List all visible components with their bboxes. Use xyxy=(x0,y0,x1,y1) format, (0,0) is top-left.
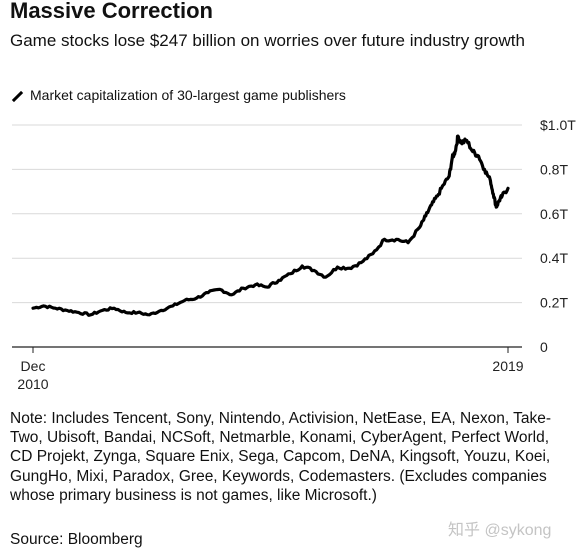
market-cap-series-line xyxy=(31,134,510,317)
legend-line-icon xyxy=(11,90,24,102)
legend: Market capitalization of 30-largest game… xyxy=(10,86,346,104)
x-tick-label: 2010 xyxy=(17,376,48,392)
line-chart: $1.0T 0.8T 0.6T 0.4T 0.2T 0 Dec 2010 2019 xyxy=(12,117,576,392)
legend-label: Market capitalization of 30-largest game… xyxy=(30,87,346,103)
chart-source: Source: Bloomberg xyxy=(10,531,143,548)
y-tick-label: 0 xyxy=(540,339,548,355)
chart-note: Note: Includes Tencent, Sony, Nintendo, … xyxy=(10,410,552,504)
y-tick-label: $1.0T xyxy=(540,117,576,133)
y-tick-label: 0.4T xyxy=(540,250,568,266)
chart-title: Massive Correction xyxy=(10,0,213,23)
y-tick-label: 0.2T xyxy=(540,295,568,311)
x-tick-label: 2019 xyxy=(492,358,523,374)
y-tick-label: 0.8T xyxy=(540,161,568,177)
y-tick-label: 0.6T xyxy=(540,206,568,222)
watermark: 知乎 @sykong xyxy=(448,522,552,539)
chart-subtitle: Game stocks lose $247 billion on worries… xyxy=(10,31,525,50)
x-tick-label: Dec xyxy=(21,358,46,374)
